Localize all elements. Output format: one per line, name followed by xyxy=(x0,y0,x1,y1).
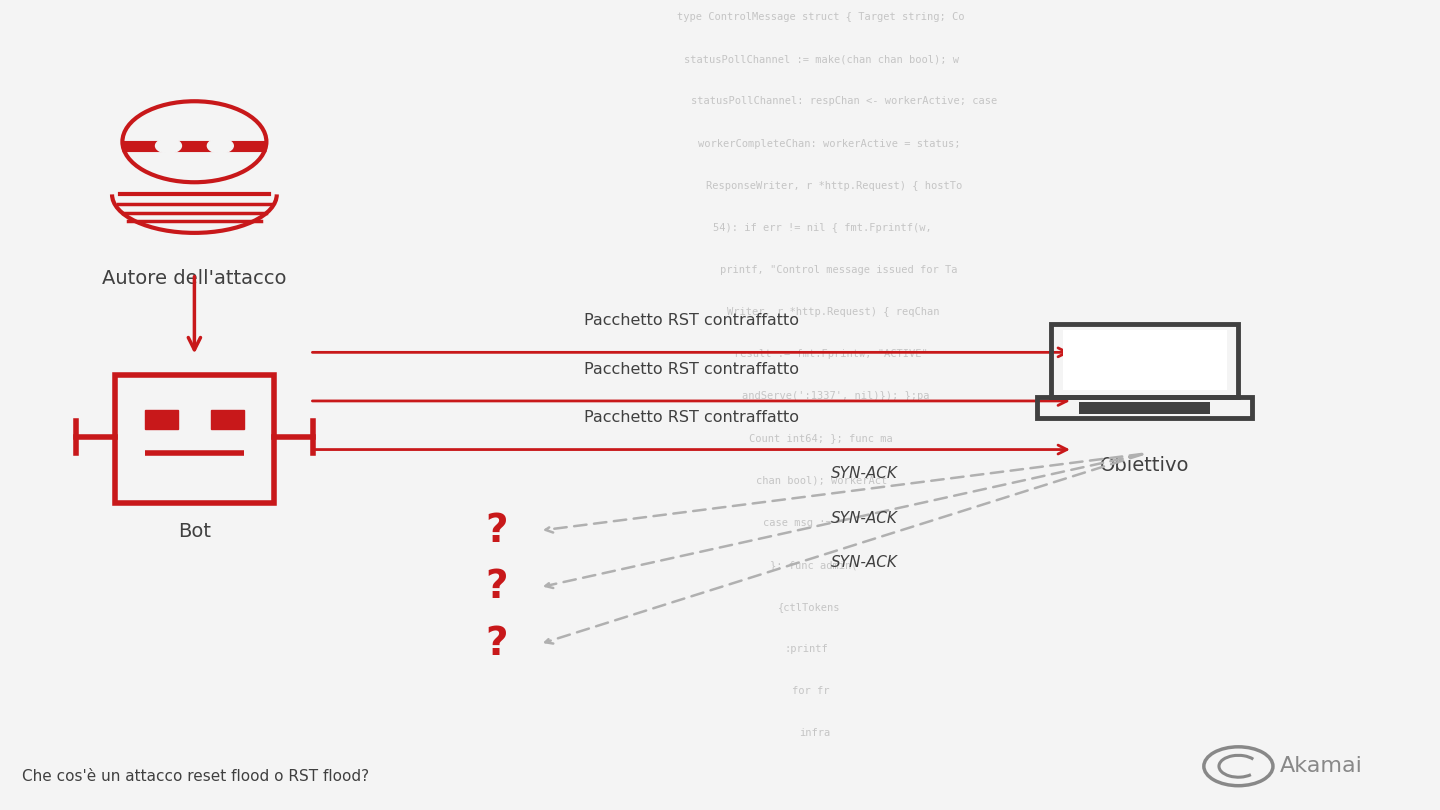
Text: for fr: for fr xyxy=(792,686,829,696)
FancyBboxPatch shape xyxy=(1080,403,1210,414)
Text: workerCompleteChan: workerActive = status;: workerCompleteChan: workerActive = statu… xyxy=(698,139,960,148)
Text: ?: ? xyxy=(485,625,508,663)
Text: Bot: Bot xyxy=(179,522,210,541)
Text: result := fmt.Fprintw, "ACTIVE": result := fmt.Fprintw, "ACTIVE" xyxy=(734,349,929,359)
Text: Pacchetto RST contraffatto: Pacchetto RST contraffatto xyxy=(583,410,799,425)
Text: Che cos'è un attacco reset flood o RST flood?: Che cos'è un attacco reset flood o RST f… xyxy=(22,769,369,784)
Text: 54): if err != nil { fmt.Fprintf(w,: 54): if err != nil { fmt.Fprintf(w, xyxy=(713,223,932,232)
Text: chan bool); workerAct: chan bool); workerAct xyxy=(756,475,887,485)
Text: }: func admin(: }: func admin( xyxy=(770,560,858,569)
Text: Writer, r *http.Request) { reqChan: Writer, r *http.Request) { reqChan xyxy=(727,307,940,317)
FancyBboxPatch shape xyxy=(212,410,245,428)
FancyBboxPatch shape xyxy=(144,410,177,428)
Text: case msg :=: case msg := xyxy=(763,518,832,527)
Text: SYN-ACK: SYN-ACK xyxy=(831,556,897,570)
Text: type ControlMessage struct { Target string; Co: type ControlMessage struct { Target stri… xyxy=(677,12,965,22)
Text: Obiettivo: Obiettivo xyxy=(1100,456,1189,475)
Text: SYN-ACK: SYN-ACK xyxy=(831,467,897,481)
Text: :printf: :printf xyxy=(785,644,828,654)
Text: Pacchetto RST contraffatto: Pacchetto RST contraffatto xyxy=(583,361,799,377)
Text: SYN-ACK: SYN-ACK xyxy=(831,511,897,526)
Text: {ctlTokens: {ctlTokens xyxy=(778,602,840,612)
Circle shape xyxy=(156,139,181,153)
Text: ?: ? xyxy=(485,512,508,549)
FancyBboxPatch shape xyxy=(1063,330,1227,390)
Text: Count int64; }; func ma: Count int64; }; func ma xyxy=(749,433,893,443)
Text: ResponseWriter, r *http.Request) { hostTo: ResponseWriter, r *http.Request) { hostT… xyxy=(706,181,962,190)
Text: ?: ? xyxy=(485,569,508,606)
Circle shape xyxy=(207,139,233,153)
Text: andServe(':1337', nil)}); };pa: andServe(':1337', nil)}); };pa xyxy=(742,391,929,401)
Text: Akamai: Akamai xyxy=(1280,757,1364,776)
Text: Pacchetto RST contraffatto: Pacchetto RST contraffatto xyxy=(583,313,799,328)
Text: printf, "Control message issued for Ta: printf, "Control message issued for Ta xyxy=(720,265,958,275)
Text: statusPollChannel := make(chan chan bool); w: statusPollChannel := make(chan chan bool… xyxy=(684,54,959,64)
Text: statusPollChannel: respChan <- workerActive; case: statusPollChannel: respChan <- workerAct… xyxy=(691,96,998,106)
Text: Autore dell'attacco: Autore dell'attacco xyxy=(102,269,287,288)
Text: infra: infra xyxy=(799,728,831,738)
